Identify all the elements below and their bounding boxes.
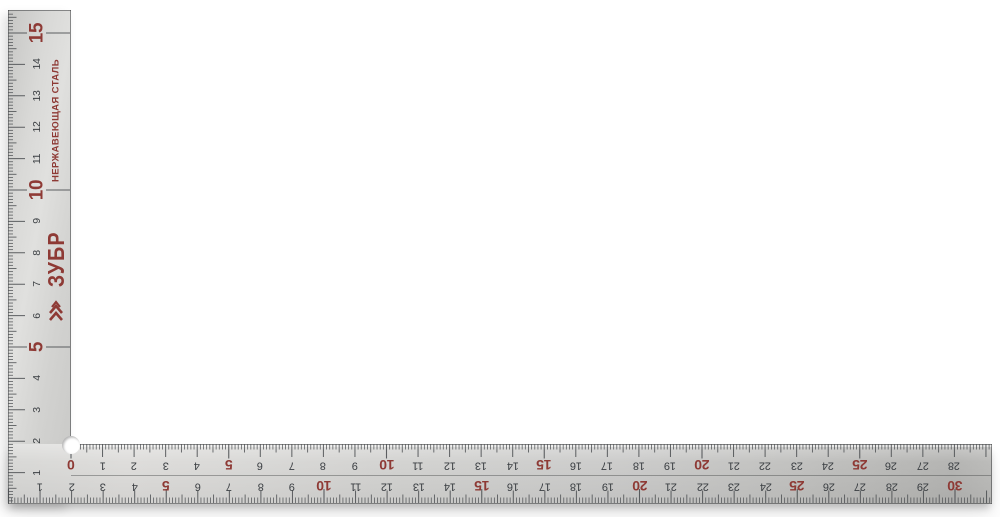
scale-number: 5 — [225, 456, 233, 473]
scale-number: 10 — [26, 179, 48, 201]
scale-number: 24 — [822, 459, 835, 471]
scale-number: 11 — [412, 459, 424, 471]
scale-number: 15 — [26, 22, 48, 44]
scale-number: 25 — [852, 456, 868, 473]
scale-number: 14 — [506, 459, 519, 471]
scale-number: 12 — [30, 121, 43, 133]
scale-number: 4 — [30, 375, 43, 382]
scale-number: 9 — [352, 459, 358, 471]
scale-number: 23 — [728, 480, 740, 492]
scale-number: 3 — [100, 480, 107, 492]
scale-number: 2 — [68, 480, 75, 492]
scale-number: 19 — [664, 459, 677, 471]
scale-number: 28 — [886, 480, 898, 492]
scale-number: 20 — [632, 477, 647, 494]
scale-number: 10 — [379, 456, 394, 473]
scale-number: 27 — [917, 459, 929, 471]
scale-number: 20 — [694, 456, 710, 473]
scale-number: 8 — [320, 459, 327, 471]
scale-number: 22 — [696, 480, 709, 492]
scale-number: 16 — [507, 480, 520, 492]
scale-number: 27 — [854, 480, 867, 492]
scale-number: 7 — [30, 281, 43, 287]
scale-number: 21 — [727, 459, 740, 471]
scale-number: 9 — [30, 218, 43, 225]
scale-number: 13 — [412, 480, 425, 492]
scale-separator-line — [71, 475, 991, 476]
scale-number: 28 — [948, 459, 961, 471]
brand-name: ЗУБР — [42, 231, 69, 287]
scale-number: 11 — [350, 480, 361, 492]
scale-number: 11 — [30, 153, 43, 164]
scale-number: 15 — [536, 456, 552, 473]
material-label: НЕРЖАВЕЮЩАЯ СТАЛЬ — [50, 59, 62, 182]
scale-number: 3 — [30, 407, 43, 413]
scale-number: 1 — [37, 480, 43, 492]
scale-number: 8 — [257, 480, 264, 492]
vertical-arm-right-edge — [70, 10, 71, 444]
scale-number: 7 — [288, 459, 295, 471]
scale-number: 6 — [30, 312, 43, 319]
scale-number: 10 — [316, 477, 332, 494]
scale-number: 5 — [162, 477, 171, 494]
scale-number: 23 — [790, 459, 803, 471]
scale-number: 9 — [289, 480, 296, 492]
scale-number: 13 — [475, 459, 487, 471]
scale-number: 7 — [226, 480, 233, 492]
vertical-arm-top-edge — [8, 10, 71, 11]
scale-number: 18 — [633, 459, 645, 471]
vertical-arm-left-edge — [8, 10, 9, 504]
scale-number: 0 — [67, 456, 75, 473]
scale-number: 18 — [570, 480, 583, 492]
scale-number: 14 — [444, 480, 457, 492]
scale-number: 24 — [759, 480, 772, 492]
brand-mark: ЗУБР — [43, 202, 69, 346]
scale-number: 25 — [789, 477, 805, 494]
scale-number: 26 — [885, 459, 898, 471]
scale-number: 19 — [602, 480, 614, 492]
scale-number: 17 — [539, 480, 551, 492]
scale-number: 21 — [665, 480, 677, 492]
scale-number: 29 — [917, 480, 930, 492]
horizontal-arm-right-edge — [991, 444, 992, 504]
scale-number: 8 — [30, 250, 43, 256]
scale-number: 2 — [131, 459, 138, 471]
scale-number: 6 — [257, 459, 264, 471]
scale-number: 1 — [99, 459, 106, 471]
scale-number: 22 — [759, 459, 771, 471]
scale-number: 30 — [947, 477, 963, 494]
scale-number: 17 — [601, 459, 614, 471]
scale-number: 26 — [822, 480, 835, 492]
scale-number: 2 — [30, 438, 43, 444]
scale-number: 15 — [474, 477, 490, 494]
scale-number: 4 — [194, 459, 201, 471]
scale-number: 6 — [194, 480, 201, 492]
scale-number: 16 — [569, 459, 582, 471]
scale-number: 14 — [30, 58, 43, 70]
square-vertical-arm — [8, 10, 71, 504]
scale-number: 12 — [443, 459, 456, 471]
scale-number: 3 — [162, 459, 169, 471]
scale-number: 13 — [30, 90, 43, 102]
scale-number: 1 — [30, 469, 43, 476]
scale-number: 12 — [381, 480, 393, 492]
scale-number: 4 — [131, 480, 138, 492]
corner-hole — [62, 436, 80, 454]
square-bottom-edge — [8, 503, 992, 504]
zubr-logo-icon — [49, 300, 63, 321]
